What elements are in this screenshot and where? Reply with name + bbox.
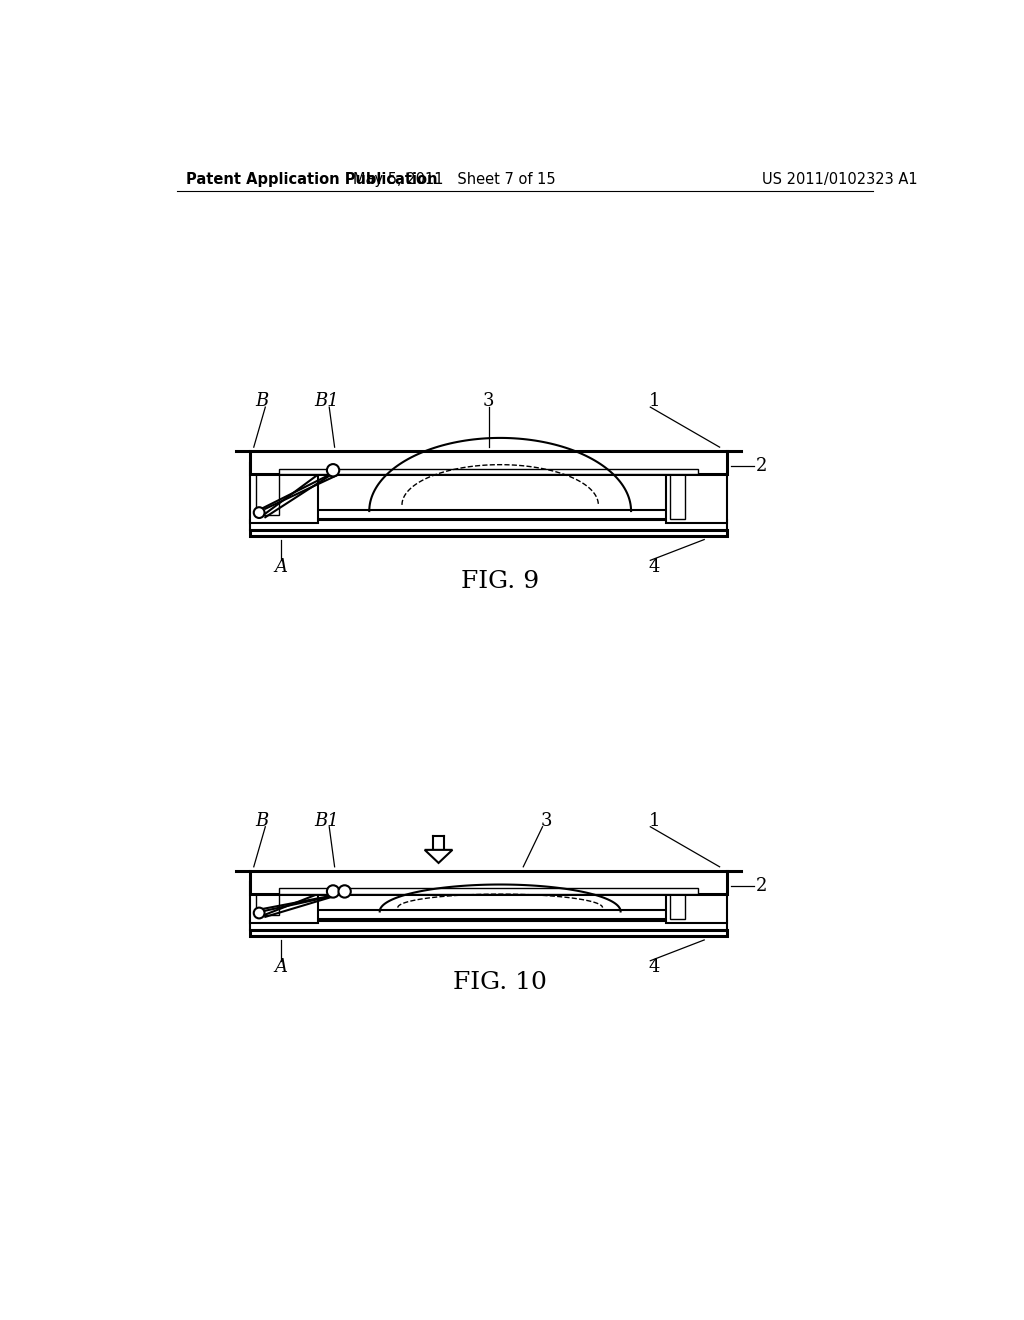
Bar	[250, 882, 317, 923]
Bar	[250, 529, 727, 536]
Text: 3: 3	[541, 812, 552, 829]
Bar	[256, 886, 280, 915]
Text: B: B	[255, 392, 268, 411]
Text: 3: 3	[483, 392, 495, 411]
Bar	[280, 469, 698, 474]
Bar	[670, 461, 685, 470]
Bar	[670, 890, 685, 919]
Bar	[670, 880, 685, 890]
Bar	[370, 511, 408, 519]
Text: B1: B1	[314, 812, 339, 829]
Polygon shape	[425, 850, 453, 863]
Bar	[250, 929, 727, 936]
Text: Patent Application Publication: Patent Application Publication	[186, 173, 437, 187]
Bar	[256, 466, 280, 515]
Circle shape	[339, 886, 351, 898]
Text: US 2011/0102323 A1: US 2011/0102323 A1	[762, 173, 918, 187]
Bar	[370, 912, 408, 919]
Text: A: A	[274, 958, 287, 975]
Bar	[250, 520, 727, 529]
Circle shape	[327, 465, 339, 477]
Text: A: A	[274, 557, 287, 576]
Bar	[250, 451, 727, 474]
Bar	[670, 470, 685, 519]
Text: 1: 1	[648, 392, 659, 411]
Bar	[250, 871, 727, 894]
Bar	[666, 459, 727, 523]
Circle shape	[254, 908, 264, 919]
Text: 2: 2	[757, 876, 768, 895]
Bar	[306, 909, 677, 919]
Circle shape	[327, 886, 339, 898]
Bar	[554, 912, 593, 919]
Text: 1: 1	[648, 812, 659, 829]
Circle shape	[254, 507, 264, 517]
Text: May 5, 2011   Sheet 7 of 15: May 5, 2011 Sheet 7 of 15	[352, 173, 555, 187]
Bar	[250, 921, 727, 929]
Text: FIG. 9: FIG. 9	[461, 570, 540, 594]
Text: B: B	[255, 812, 268, 829]
Text: 4: 4	[648, 958, 659, 975]
Bar	[250, 462, 317, 523]
Bar	[554, 511, 593, 519]
Bar	[306, 510, 677, 519]
Text: FIG. 10: FIG. 10	[454, 970, 547, 994]
Bar	[666, 878, 727, 923]
Text: 4: 4	[648, 557, 659, 576]
Text: B1: B1	[314, 392, 339, 411]
Bar	[280, 888, 698, 894]
Text: 2: 2	[757, 458, 768, 475]
